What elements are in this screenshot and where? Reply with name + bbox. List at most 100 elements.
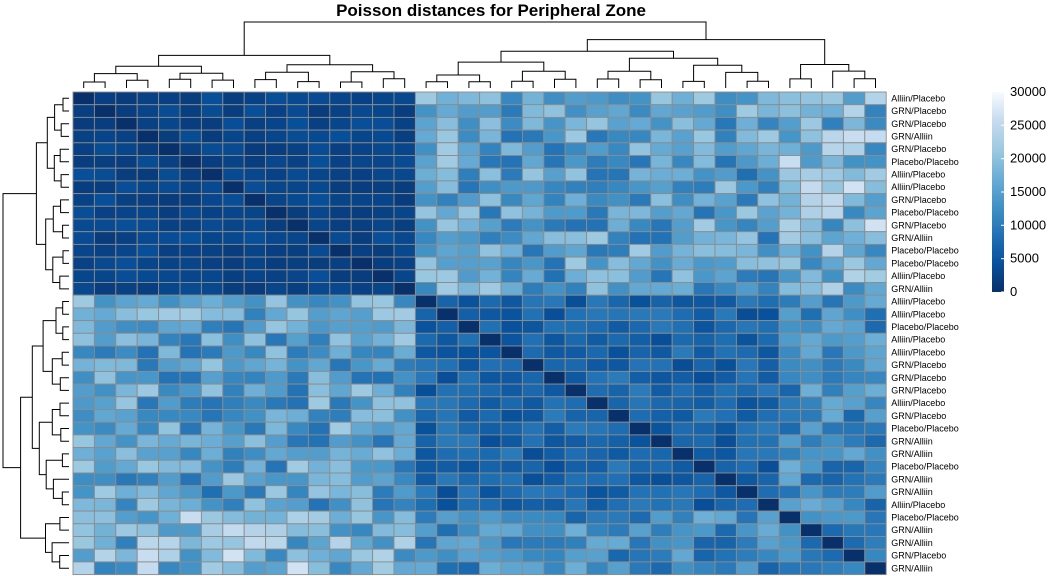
- dendrogram-branch: [59, 555, 69, 569]
- heatmap-cell: [243, 320, 267, 334]
- heatmap-cell: [564, 472, 588, 487]
- heatmap-cell: [200, 561, 224, 576]
- heatmap-cell: [714, 180, 737, 195]
- heatmap-cell: [693, 472, 716, 487]
- heatmap-cell: [329, 129, 352, 144]
- heatmap-cell: [222, 269, 245, 283]
- heatmap-cell: [307, 167, 331, 182]
- heatmap-cell: [200, 129, 224, 144]
- heatmap-cell: [693, 243, 716, 258]
- heatmap-cell: [800, 307, 823, 322]
- heatmap-cell: [72, 421, 95, 436]
- heatmap-cell: [500, 472, 523, 487]
- heatmap-cell: [778, 447, 802, 461]
- heatmap-cell: [864, 167, 887, 182]
- heatmap-cell: [72, 218, 95, 233]
- heatmap-cell: [136, 510, 160, 525]
- heatmap-cell: [564, 447, 588, 461]
- heatmap-cell: [714, 307, 737, 322]
- row-label: GRN/Placebo: [891, 411, 946, 421]
- heatmap-cell: [265, 536, 288, 550]
- dendrogram-branch: [59, 148, 69, 163]
- heatmap-cell: [372, 116, 395, 131]
- heatmap-cell: [500, 282, 523, 296]
- heatmap-cell: [200, 536, 224, 550]
- heatmap-cell: [350, 104, 374, 118]
- heatmap-cell: [735, 370, 759, 385]
- heatmap-cell: [72, 523, 95, 537]
- heatmap-cell: [457, 459, 481, 474]
- heatmap-cell: [200, 104, 224, 118]
- heatmap-cell: [307, 548, 331, 563]
- heatmap-cell: [136, 485, 160, 499]
- heatmap-cell: [500, 332, 523, 347]
- dendrogram-branch: [115, 65, 202, 74]
- heatmap-cell: [842, 129, 866, 144]
- heatmap-cell: [714, 91, 737, 106]
- dendrogram-branch: [42, 320, 56, 372]
- row-label: Alliin/Placebo: [891, 271, 945, 281]
- heatmap-cell: [200, 155, 224, 169]
- heatmap-cell: [200, 485, 224, 499]
- heatmap-cell: [757, 358, 780, 372]
- heatmap-cell: [650, 231, 673, 245]
- heatmap-cell: [457, 243, 481, 258]
- heatmap-cell: [436, 231, 459, 245]
- heatmap-cell: [800, 536, 823, 550]
- heatmap-cell: [307, 370, 331, 385]
- heatmap-cell: [564, 294, 588, 309]
- heatmap-cell: [586, 370, 609, 385]
- heatmap-cell: [586, 447, 609, 461]
- heatmap-cell: [393, 345, 416, 360]
- heatmap-cell: [457, 409, 481, 423]
- heatmap-cell: [93, 116, 117, 131]
- heatmap-cell: [693, 497, 716, 512]
- heatmap-cell: [735, 548, 759, 563]
- heatmap-cell: [735, 282, 759, 296]
- heatmap-cell: [821, 497, 844, 512]
- heatmap-cell: [671, 129, 695, 144]
- row-dendrogram: [2, 97, 69, 569]
- heatmap-cell: [671, 167, 695, 182]
- heatmap-cell: [457, 320, 481, 334]
- heatmap-cell: [842, 421, 866, 436]
- heatmap-cell: [778, 294, 802, 309]
- heatmap-cell: [821, 104, 844, 118]
- heatmap-cell: [586, 523, 609, 537]
- heatmap-cell: [115, 434, 138, 449]
- heatmap-cell: [864, 396, 887, 410]
- heatmap-cell: [179, 485, 202, 499]
- heatmap-cell: [414, 307, 438, 322]
- heatmap-cell: [329, 345, 352, 360]
- heatmap-cell: [864, 459, 887, 474]
- heatmap-cell: [800, 320, 823, 334]
- heatmap-cell: [842, 497, 866, 512]
- dendrogram-branch: [725, 71, 759, 88]
- heatmap-cell: [757, 497, 780, 512]
- heatmap-cell: [307, 332, 331, 347]
- heatmap-cell: [735, 116, 759, 131]
- heatmap-cell: [650, 459, 673, 474]
- heatmap-cell: [72, 193, 95, 207]
- dendrogram-branch: [158, 54, 331, 67]
- heatmap-cell: [778, 104, 802, 118]
- heatmap-cell: [136, 472, 160, 487]
- heatmap-cell: [607, 472, 630, 487]
- heatmap-cell: [800, 155, 823, 169]
- heatmap-cell: [136, 536, 160, 550]
- heatmap-cell: [307, 104, 331, 118]
- heatmap-cell: [650, 396, 673, 410]
- heatmap-cell: [628, 345, 652, 360]
- heatmap-cell: [693, 561, 716, 576]
- heatmap-cell: [586, 536, 609, 550]
- heatmap-cell: [158, 434, 181, 449]
- heatmap-cell: [393, 193, 416, 207]
- heatmap-cell: [778, 523, 802, 537]
- heatmap-cell: [607, 155, 630, 169]
- heatmap-cell: [115, 256, 138, 271]
- heatmap-cell: [457, 269, 481, 283]
- heatmap-cell: [286, 180, 309, 195]
- heatmap-cell: [671, 193, 695, 207]
- row-label: GRN/Placebo: [891, 195, 946, 205]
- heatmap-cell: [286, 523, 309, 537]
